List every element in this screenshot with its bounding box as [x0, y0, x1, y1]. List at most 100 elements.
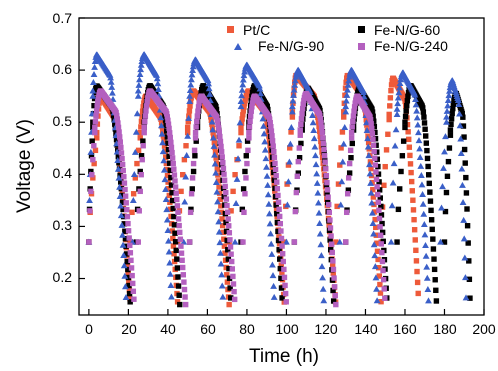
data-point	[86, 239, 91, 244]
data-point	[179, 258, 184, 263]
data-point	[171, 161, 176, 166]
data-point	[177, 230, 182, 235]
data-point	[126, 235, 131, 240]
data-point	[391, 160, 398, 166]
data-point	[419, 191, 426, 197]
data-point	[315, 200, 322, 206]
data-point	[265, 201, 272, 207]
data-point	[185, 125, 190, 130]
data-point	[238, 130, 243, 135]
data-point	[217, 134, 222, 139]
data-point	[331, 267, 336, 272]
data-point	[222, 184, 227, 189]
data-point	[143, 113, 148, 118]
data-point	[136, 239, 141, 244]
data-point	[271, 143, 276, 148]
data-point	[270, 283, 277, 289]
data-point	[408, 161, 413, 166]
data-point	[369, 126, 374, 131]
data-point	[130, 197, 137, 203]
data-point	[142, 119, 147, 124]
data-point	[225, 216, 230, 221]
data-point	[193, 135, 198, 140]
data-point	[241, 186, 246, 191]
data-point	[400, 153, 405, 158]
data-point	[262, 155, 269, 161]
data-point	[263, 164, 270, 170]
data-point	[388, 239, 395, 245]
data-point	[422, 127, 427, 132]
data-point	[176, 293, 181, 298]
data-point	[316, 210, 323, 216]
data-point	[412, 227, 417, 232]
data-point	[242, 169, 247, 174]
data-point	[393, 126, 400, 132]
data-point	[394, 100, 401, 106]
data-point	[127, 243, 132, 248]
data-point	[175, 210, 180, 215]
data-point	[464, 190, 469, 195]
data-point	[324, 173, 329, 178]
data-point	[131, 191, 136, 196]
data-point	[283, 291, 288, 296]
data-point	[125, 221, 130, 226]
legend-label-fe-n-g-240: Fe-N/G-240	[374, 38, 448, 54]
data-point	[370, 137, 375, 142]
data-point	[297, 145, 302, 150]
data-point	[402, 120, 407, 125]
data-point	[219, 149, 224, 154]
data-point	[175, 265, 180, 270]
data-point	[318, 252, 325, 258]
data-point	[181, 279, 186, 284]
data-point	[195, 113, 200, 118]
data-point	[246, 130, 251, 135]
data-point	[116, 129, 121, 134]
data-point	[124, 200, 129, 205]
data-point	[117, 134, 122, 139]
data-point	[387, 103, 392, 108]
data-point	[220, 154, 225, 159]
data-point	[341, 114, 346, 119]
data-point	[328, 233, 333, 238]
data-point	[374, 177, 379, 182]
data-point	[247, 119, 252, 124]
data-point	[227, 237, 232, 242]
data-point	[180, 265, 185, 270]
data-point	[168, 293, 175, 299]
data-point	[327, 217, 332, 222]
data-point	[383, 164, 388, 169]
data-point	[176, 283, 181, 288]
data-point	[128, 258, 133, 263]
data-point	[230, 274, 235, 279]
data-point	[231, 281, 236, 286]
data-point	[430, 236, 435, 241]
data-point	[178, 189, 183, 194]
data-point	[91, 71, 98, 77]
data-point	[192, 153, 197, 158]
data-point	[278, 228, 283, 233]
data-point	[431, 256, 436, 261]
data-point	[298, 127, 303, 132]
data-point	[350, 141, 355, 146]
data-point	[314, 180, 321, 186]
data-point	[91, 64, 98, 70]
data-point	[221, 166, 226, 171]
data-point	[427, 181, 432, 186]
data-point	[93, 119, 98, 124]
data-point	[126, 228, 131, 233]
data-point	[330, 258, 335, 263]
x-tick-label: 40	[160, 321, 176, 337]
data-point	[410, 188, 415, 193]
plot-area	[85, 51, 472, 307]
data-point	[131, 297, 136, 302]
data-point	[409, 179, 414, 184]
data-point	[129, 210, 134, 215]
data-point	[175, 203, 180, 208]
data-point	[122, 187, 127, 192]
data-point	[124, 207, 129, 212]
data-point	[325, 194, 330, 199]
data-point	[394, 239, 399, 244]
data-point	[374, 184, 379, 189]
data-point	[169, 145, 174, 150]
data-point	[414, 114, 421, 120]
